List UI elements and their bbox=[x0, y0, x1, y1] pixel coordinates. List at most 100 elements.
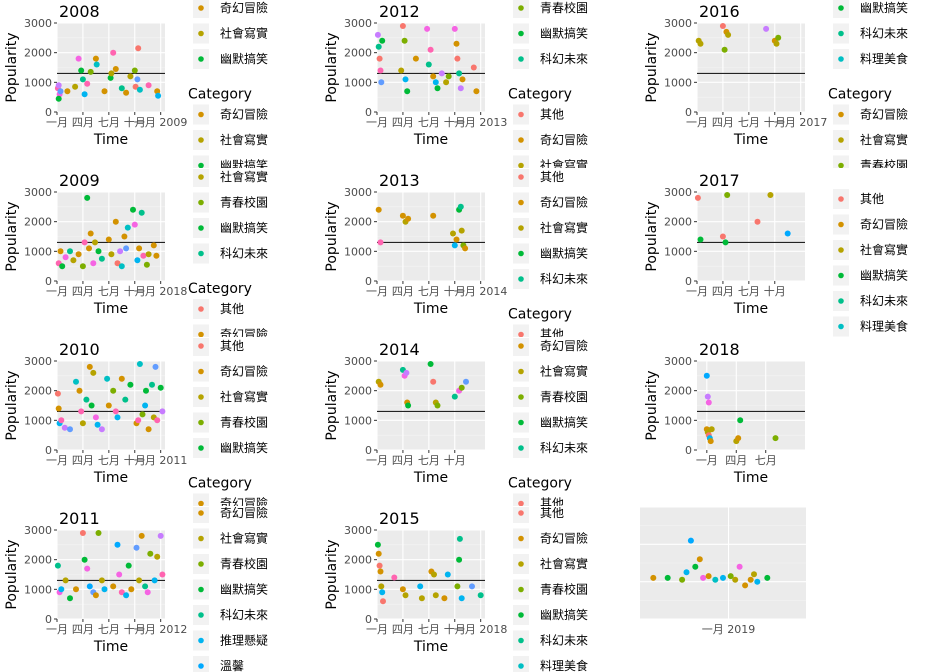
legend-label: 社會寫實 bbox=[540, 220, 588, 235]
legend-label: 其他 bbox=[540, 170, 564, 184]
legend-label: 其他 bbox=[540, 328, 564, 338]
legend-label: 青春校園 bbox=[220, 415, 268, 430]
data-point bbox=[116, 571, 123, 578]
y-tick-label: 0 bbox=[685, 106, 692, 119]
y-tick-label: 1000 bbox=[24, 76, 52, 89]
legend-dot bbox=[518, 331, 524, 337]
x-tick-label: 一月 bbox=[696, 454, 718, 467]
legend-dot bbox=[198, 561, 204, 567]
y-tick-label: 1000 bbox=[664, 245, 692, 258]
legend-label: 奇幻冒險 bbox=[220, 327, 268, 338]
legend-key bbox=[193, 324, 209, 337]
data-point bbox=[727, 573, 734, 580]
data-point bbox=[747, 576, 754, 583]
data-point bbox=[54, 390, 61, 397]
legend-dot bbox=[198, 535, 204, 542]
x-tick-label: 七月 bbox=[418, 285, 440, 298]
y-tick-label: 1000 bbox=[344, 245, 372, 258]
legend-label: 幽默搞笑 bbox=[220, 582, 268, 597]
scatter-svg: 0 1000 2000 3000 一月 四月 七月 2018 Time Popularity bbox=[644, 340, 805, 486]
legend-dot bbox=[198, 174, 204, 180]
legend-label: 青春校園 bbox=[540, 0, 588, 15]
data-point bbox=[154, 417, 161, 424]
legend-label: 料理美食 bbox=[860, 319, 908, 334]
data-point bbox=[139, 411, 146, 418]
legend-dot bbox=[198, 368, 204, 375]
legend-label: 青春校園 bbox=[860, 158, 908, 169]
data-point bbox=[147, 550, 154, 557]
data-point bbox=[470, 64, 477, 71]
data-point bbox=[57, 248, 64, 255]
data-point bbox=[443, 79, 450, 86]
data-point bbox=[157, 532, 164, 539]
legend-label: 青春校園 bbox=[220, 556, 268, 571]
x-tick-label: 一月 bbox=[46, 623, 68, 636]
y-tick-label: 2000 bbox=[344, 47, 372, 60]
data-point bbox=[767, 192, 774, 198]
data-point bbox=[108, 70, 115, 77]
y-tick-label: 1000 bbox=[664, 414, 692, 427]
x-tick-label: 七月 bbox=[98, 116, 120, 129]
data-point bbox=[87, 68, 94, 75]
data-point bbox=[114, 414, 121, 421]
data-point bbox=[445, 73, 452, 80]
legend-label: 其他 bbox=[540, 507, 564, 520]
legend-dot bbox=[518, 162, 524, 168]
x-tick-label: 四月 bbox=[712, 285, 734, 298]
data-point bbox=[430, 73, 437, 80]
data-point bbox=[418, 595, 425, 602]
data-point bbox=[708, 426, 715, 433]
data-point bbox=[375, 550, 382, 557]
data-point bbox=[86, 583, 93, 590]
legend-dot bbox=[518, 500, 524, 506]
y-tick-label: 2000 bbox=[24, 385, 52, 398]
legend-dot bbox=[518, 250, 524, 257]
y-tick-label: 1000 bbox=[344, 583, 372, 596]
x-tick-label: 一月 bbox=[46, 116, 68, 129]
legend-label: 奇幻冒險 bbox=[220, 0, 268, 15]
x-tick-label: 七月 bbox=[98, 285, 120, 298]
data-point bbox=[451, 242, 458, 249]
y-axis-label: Popularity bbox=[644, 201, 660, 271]
legend-label: 奇幻冒險 bbox=[540, 338, 588, 353]
data-point bbox=[101, 88, 108, 95]
data-point bbox=[135, 45, 142, 52]
y-tick-label: 0 bbox=[365, 613, 372, 626]
data-point bbox=[374, 541, 381, 548]
legend-label: 料理美食 bbox=[540, 658, 588, 672]
data-point bbox=[375, 206, 382, 213]
legend-dot bbox=[198, 162, 204, 168]
legend-dot bbox=[198, 137, 204, 143]
legend-dot bbox=[518, 394, 524, 400]
x-tick-label: 一月 2009 bbox=[134, 116, 188, 129]
data-point bbox=[405, 215, 412, 222]
panel-2016: 0 1000 2000 3000 一月 四月 七月 十月 一月 2017 2016 Time Popu… bbox=[640, 0, 950, 168]
legend-dot bbox=[838, 137, 844, 143]
data-point bbox=[724, 192, 731, 198]
legend-dot bbox=[518, 612, 524, 618]
panel-title: 2015 bbox=[379, 509, 420, 528]
legend-label: 奇幻冒險 bbox=[860, 107, 908, 122]
x-tick-label: 四月 bbox=[72, 454, 94, 467]
data-point bbox=[377, 568, 384, 575]
y-axis-label: Popularity bbox=[4, 539, 20, 609]
x-tick-label: 七月 bbox=[98, 454, 120, 467]
data-point bbox=[110, 49, 117, 56]
data-point bbox=[424, 25, 431, 32]
data-point bbox=[121, 233, 128, 240]
legend-label: 幽默搞笑 bbox=[220, 51, 268, 66]
data-point bbox=[110, 583, 117, 590]
y-tick-label: 0 bbox=[365, 106, 372, 119]
y-tick-label: 1000 bbox=[24, 245, 52, 258]
data-point bbox=[707, 438, 714, 445]
y-tick-label: 1000 bbox=[24, 414, 52, 427]
y-axis-label: Popularity bbox=[4, 201, 20, 271]
legend-dot bbox=[198, 111, 204, 118]
legend-dot bbox=[838, 5, 844, 11]
x-tick-label: 四月 bbox=[392, 285, 414, 298]
data-point bbox=[108, 251, 115, 258]
